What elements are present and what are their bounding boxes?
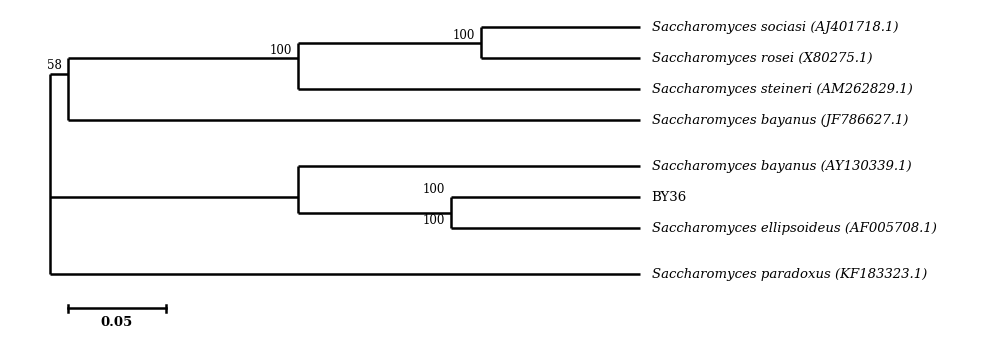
Text: 100: 100: [423, 214, 445, 227]
Text: Saccharomyces rosei (X80275.1): Saccharomyces rosei (X80275.1): [652, 52, 872, 65]
Text: Saccharomyces sociasi (AJ401718.1): Saccharomyces sociasi (AJ401718.1): [652, 21, 898, 34]
Text: 100: 100: [269, 44, 292, 57]
Text: 100: 100: [423, 183, 445, 196]
Text: 58: 58: [47, 59, 62, 72]
Text: Saccharomyces steineri (AM262829.1): Saccharomyces steineri (AM262829.1): [652, 83, 912, 96]
Text: 100: 100: [452, 29, 475, 42]
Text: Saccharomyces bayanus (AY130339.1): Saccharomyces bayanus (AY130339.1): [652, 160, 911, 173]
Text: 0.05: 0.05: [101, 316, 133, 329]
Text: BY36: BY36: [652, 191, 687, 204]
Text: Saccharomyces bayanus (JF786627.1): Saccharomyces bayanus (JF786627.1): [652, 114, 908, 126]
Text: Saccharomyces paradoxus (KF183323.1): Saccharomyces paradoxus (KF183323.1): [652, 268, 927, 281]
Text: Saccharomyces ellipsoideus (AF005708.1): Saccharomyces ellipsoideus (AF005708.1): [652, 222, 937, 235]
